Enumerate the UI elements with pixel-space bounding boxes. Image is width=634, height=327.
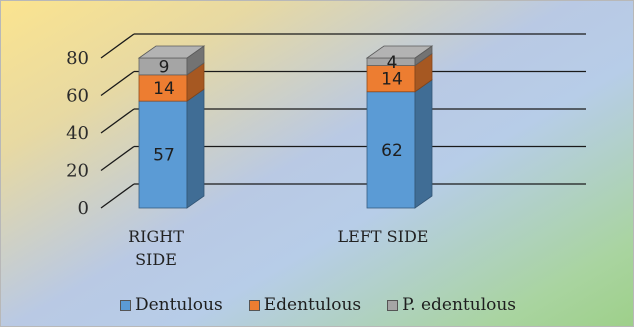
- legend-swatch: [387, 299, 399, 311]
- bar-top-face: [137, 45, 206, 59]
- x-category-label: LEFT SIDE: [338, 227, 429, 246]
- x-category-label: RIGHT: [128, 227, 184, 246]
- gridline-depth: [100, 145, 135, 172]
- data-label: 57: [153, 146, 175, 166]
- legend-item: P. edentulous: [387, 295, 516, 315]
- bar-segment-side: [186, 88, 205, 209]
- legend-label: P. edentulous: [402, 295, 517, 315]
- chart-legend: Dentulous Edentulous P. edentulous: [1, 291, 633, 319]
- gridline-depth: [100, 33, 135, 59]
- legend-swatch: [248, 299, 260, 311]
- gridline-depth: [100, 183, 135, 209]
- y-tick-label: 40: [66, 123, 89, 144]
- legend-label: Dentulous: [134, 295, 223, 315]
- data-label: 4: [387, 53, 398, 73]
- bar-top-face: [365, 45, 434, 59]
- bar-segment: [138, 74, 188, 102]
- bar-segment: [366, 65, 416, 93]
- bar-segment: [138, 100, 188, 209]
- legend-item: Edentulous: [248, 295, 362, 315]
- data-label: 14: [381, 70, 403, 90]
- y-tick-label: 60: [66, 86, 89, 107]
- legend-swatch: [119, 299, 131, 311]
- y-tick-label: 80: [66, 48, 89, 69]
- data-label: 9: [159, 57, 170, 77]
- bar-segment-side: [414, 78, 433, 209]
- gridline-depth: [100, 70, 135, 97]
- y-tick-label: 20: [66, 161, 89, 182]
- bar-segment: [366, 91, 416, 209]
- legend-item: Dentulous: [119, 295, 223, 315]
- data-label: 14: [153, 79, 175, 99]
- x-category-label: SIDE: [135, 250, 177, 269]
- data-label: 62: [381, 141, 403, 161]
- gridline-depth: [100, 108, 135, 134]
- y-tick-label: 0: [78, 198, 89, 219]
- legend-label: Edentulous: [263, 295, 362, 315]
